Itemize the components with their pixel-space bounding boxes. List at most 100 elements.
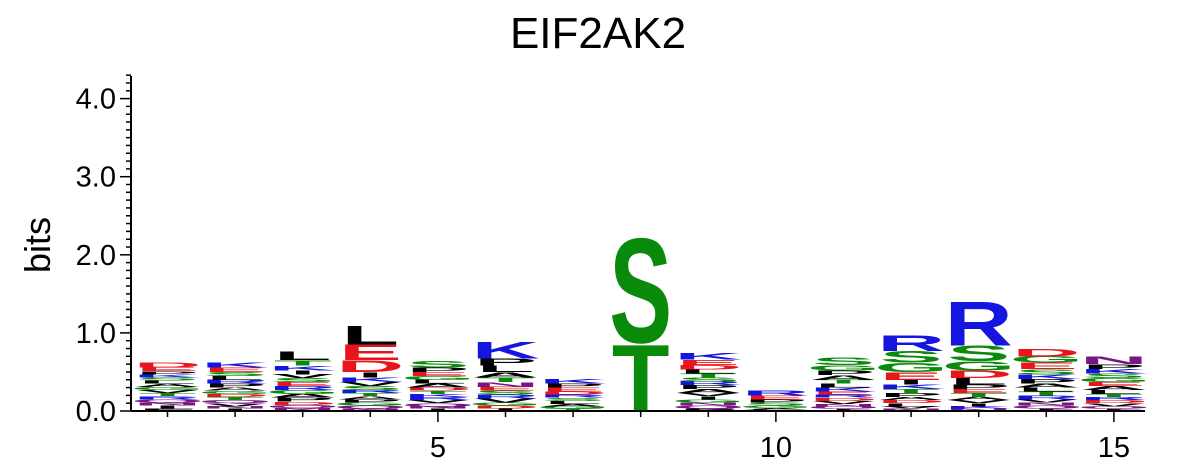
logo-letter: K xyxy=(945,406,1013,410)
logo-letter: I xyxy=(1033,408,1059,412)
x-tick-label: 10 xyxy=(760,432,792,464)
logo-letter: R xyxy=(133,395,201,400)
logo-letter: L xyxy=(1085,389,1143,395)
logo-letter: S xyxy=(1015,367,1078,376)
logo-letter: T xyxy=(342,392,400,397)
logo-letter: D xyxy=(201,393,269,398)
logo-letter: G xyxy=(334,402,407,407)
logo-letter: A xyxy=(1080,385,1148,391)
logo-letter: N xyxy=(269,407,337,412)
logo-letter: E xyxy=(947,388,1010,394)
logo-letter: L xyxy=(409,379,467,385)
logo-letter: T xyxy=(882,388,940,394)
logo-letter: N xyxy=(1080,354,1148,366)
logo-letter: L xyxy=(206,375,264,381)
logo-letter: A xyxy=(674,388,742,394)
logo-letter: S xyxy=(542,397,605,402)
logo-letter: S xyxy=(204,371,267,377)
logo-letter: K xyxy=(809,387,877,393)
logo-letter: S xyxy=(609,208,672,374)
logo-letter: S xyxy=(880,348,943,366)
logo-letter: L xyxy=(815,383,873,389)
logo-letter: N xyxy=(809,403,877,407)
logo-letter: D xyxy=(877,399,945,404)
logo-letter: D xyxy=(945,368,1013,380)
logo-letter: G xyxy=(807,364,880,373)
logo-letter: Q xyxy=(807,406,880,410)
logo-letter: A xyxy=(945,396,1013,401)
logo-letter: Q xyxy=(1010,405,1083,410)
logo-letter: I xyxy=(492,408,518,412)
logo-letter: G xyxy=(672,399,745,404)
logo-letter: V xyxy=(677,392,741,397)
y-tick-label: 3.0 xyxy=(76,162,116,194)
logo-letter: R xyxy=(201,379,269,385)
logo-letter: V xyxy=(271,373,335,379)
logo-letter: N xyxy=(877,408,945,412)
chart-title: EIF2AK2 xyxy=(510,9,686,58)
logo-letter: T xyxy=(139,392,197,397)
logo-letter: D xyxy=(809,397,877,402)
logo-letter: L xyxy=(1018,387,1076,393)
logo-letter: T xyxy=(544,408,602,412)
logo-letter: A xyxy=(269,393,337,399)
logo-letter: V xyxy=(1082,402,1146,407)
logo-letter: K xyxy=(1080,368,1148,375)
logo-letter: A xyxy=(133,383,201,388)
logo-letter: D xyxy=(674,364,742,371)
logo-letter: R xyxy=(1080,396,1148,401)
logo-letter: K xyxy=(336,376,404,383)
logo-letter: T xyxy=(477,376,535,383)
logo-letter: E xyxy=(406,371,469,377)
logo-letter: S xyxy=(406,359,469,369)
logo-letter: A xyxy=(809,374,877,381)
logo-letter: V xyxy=(1015,399,1079,404)
logo-letter: S xyxy=(474,390,537,396)
logo-letter: D xyxy=(1080,399,1148,404)
logo-letter: I xyxy=(290,369,316,375)
logo-letter: T xyxy=(950,392,1008,398)
logo-letter: S xyxy=(947,341,1010,366)
logo-letter: E xyxy=(880,370,943,382)
logo-letter: T xyxy=(815,379,873,385)
logo-letter: K xyxy=(201,360,269,369)
logo-letter: K xyxy=(877,383,945,390)
logo-letter: G xyxy=(739,405,812,409)
logo-letter: A xyxy=(336,395,404,400)
logo-letter: P xyxy=(542,383,605,389)
logo-letter: P xyxy=(880,392,943,398)
logo-letter: S xyxy=(744,402,807,407)
logo-letter: A xyxy=(1012,383,1080,389)
logo-letter: F xyxy=(680,408,738,412)
logo-letter: K xyxy=(674,352,742,362)
logo-letter: E xyxy=(136,366,199,372)
logo-letter: I xyxy=(357,371,383,380)
y-tick-label: 1.0 xyxy=(76,318,116,350)
logo-letter: P xyxy=(136,370,199,375)
logo-letter: Q xyxy=(266,404,339,409)
logo-letter: S xyxy=(339,385,402,391)
logo-letter: N xyxy=(1012,402,1080,407)
logo-letter: V xyxy=(204,402,268,407)
logo-letter: E xyxy=(474,386,537,392)
logo-letter: E xyxy=(677,358,740,367)
logo-letter: Q xyxy=(672,405,745,410)
logo-letter: P xyxy=(271,397,334,403)
y-axis-label: bits xyxy=(17,217,58,273)
logo-letter: L xyxy=(477,364,535,374)
logo-letter: G xyxy=(536,406,609,410)
logo-letter: R xyxy=(877,331,945,356)
logo-letter: N xyxy=(404,406,472,410)
logo-letter: R xyxy=(336,389,404,394)
logo-letter: D xyxy=(404,387,472,392)
logo-letter: I xyxy=(830,408,856,412)
logo-letter: G xyxy=(131,386,204,391)
logo-letter: D xyxy=(269,401,337,406)
logo-letter: I xyxy=(222,408,248,412)
logo-letter: Q xyxy=(198,399,271,404)
logo-letter: P xyxy=(1082,363,1145,370)
logo-letter: G xyxy=(1010,355,1083,365)
logo-letter: S xyxy=(677,377,740,383)
logo-letter: Q xyxy=(334,405,407,410)
